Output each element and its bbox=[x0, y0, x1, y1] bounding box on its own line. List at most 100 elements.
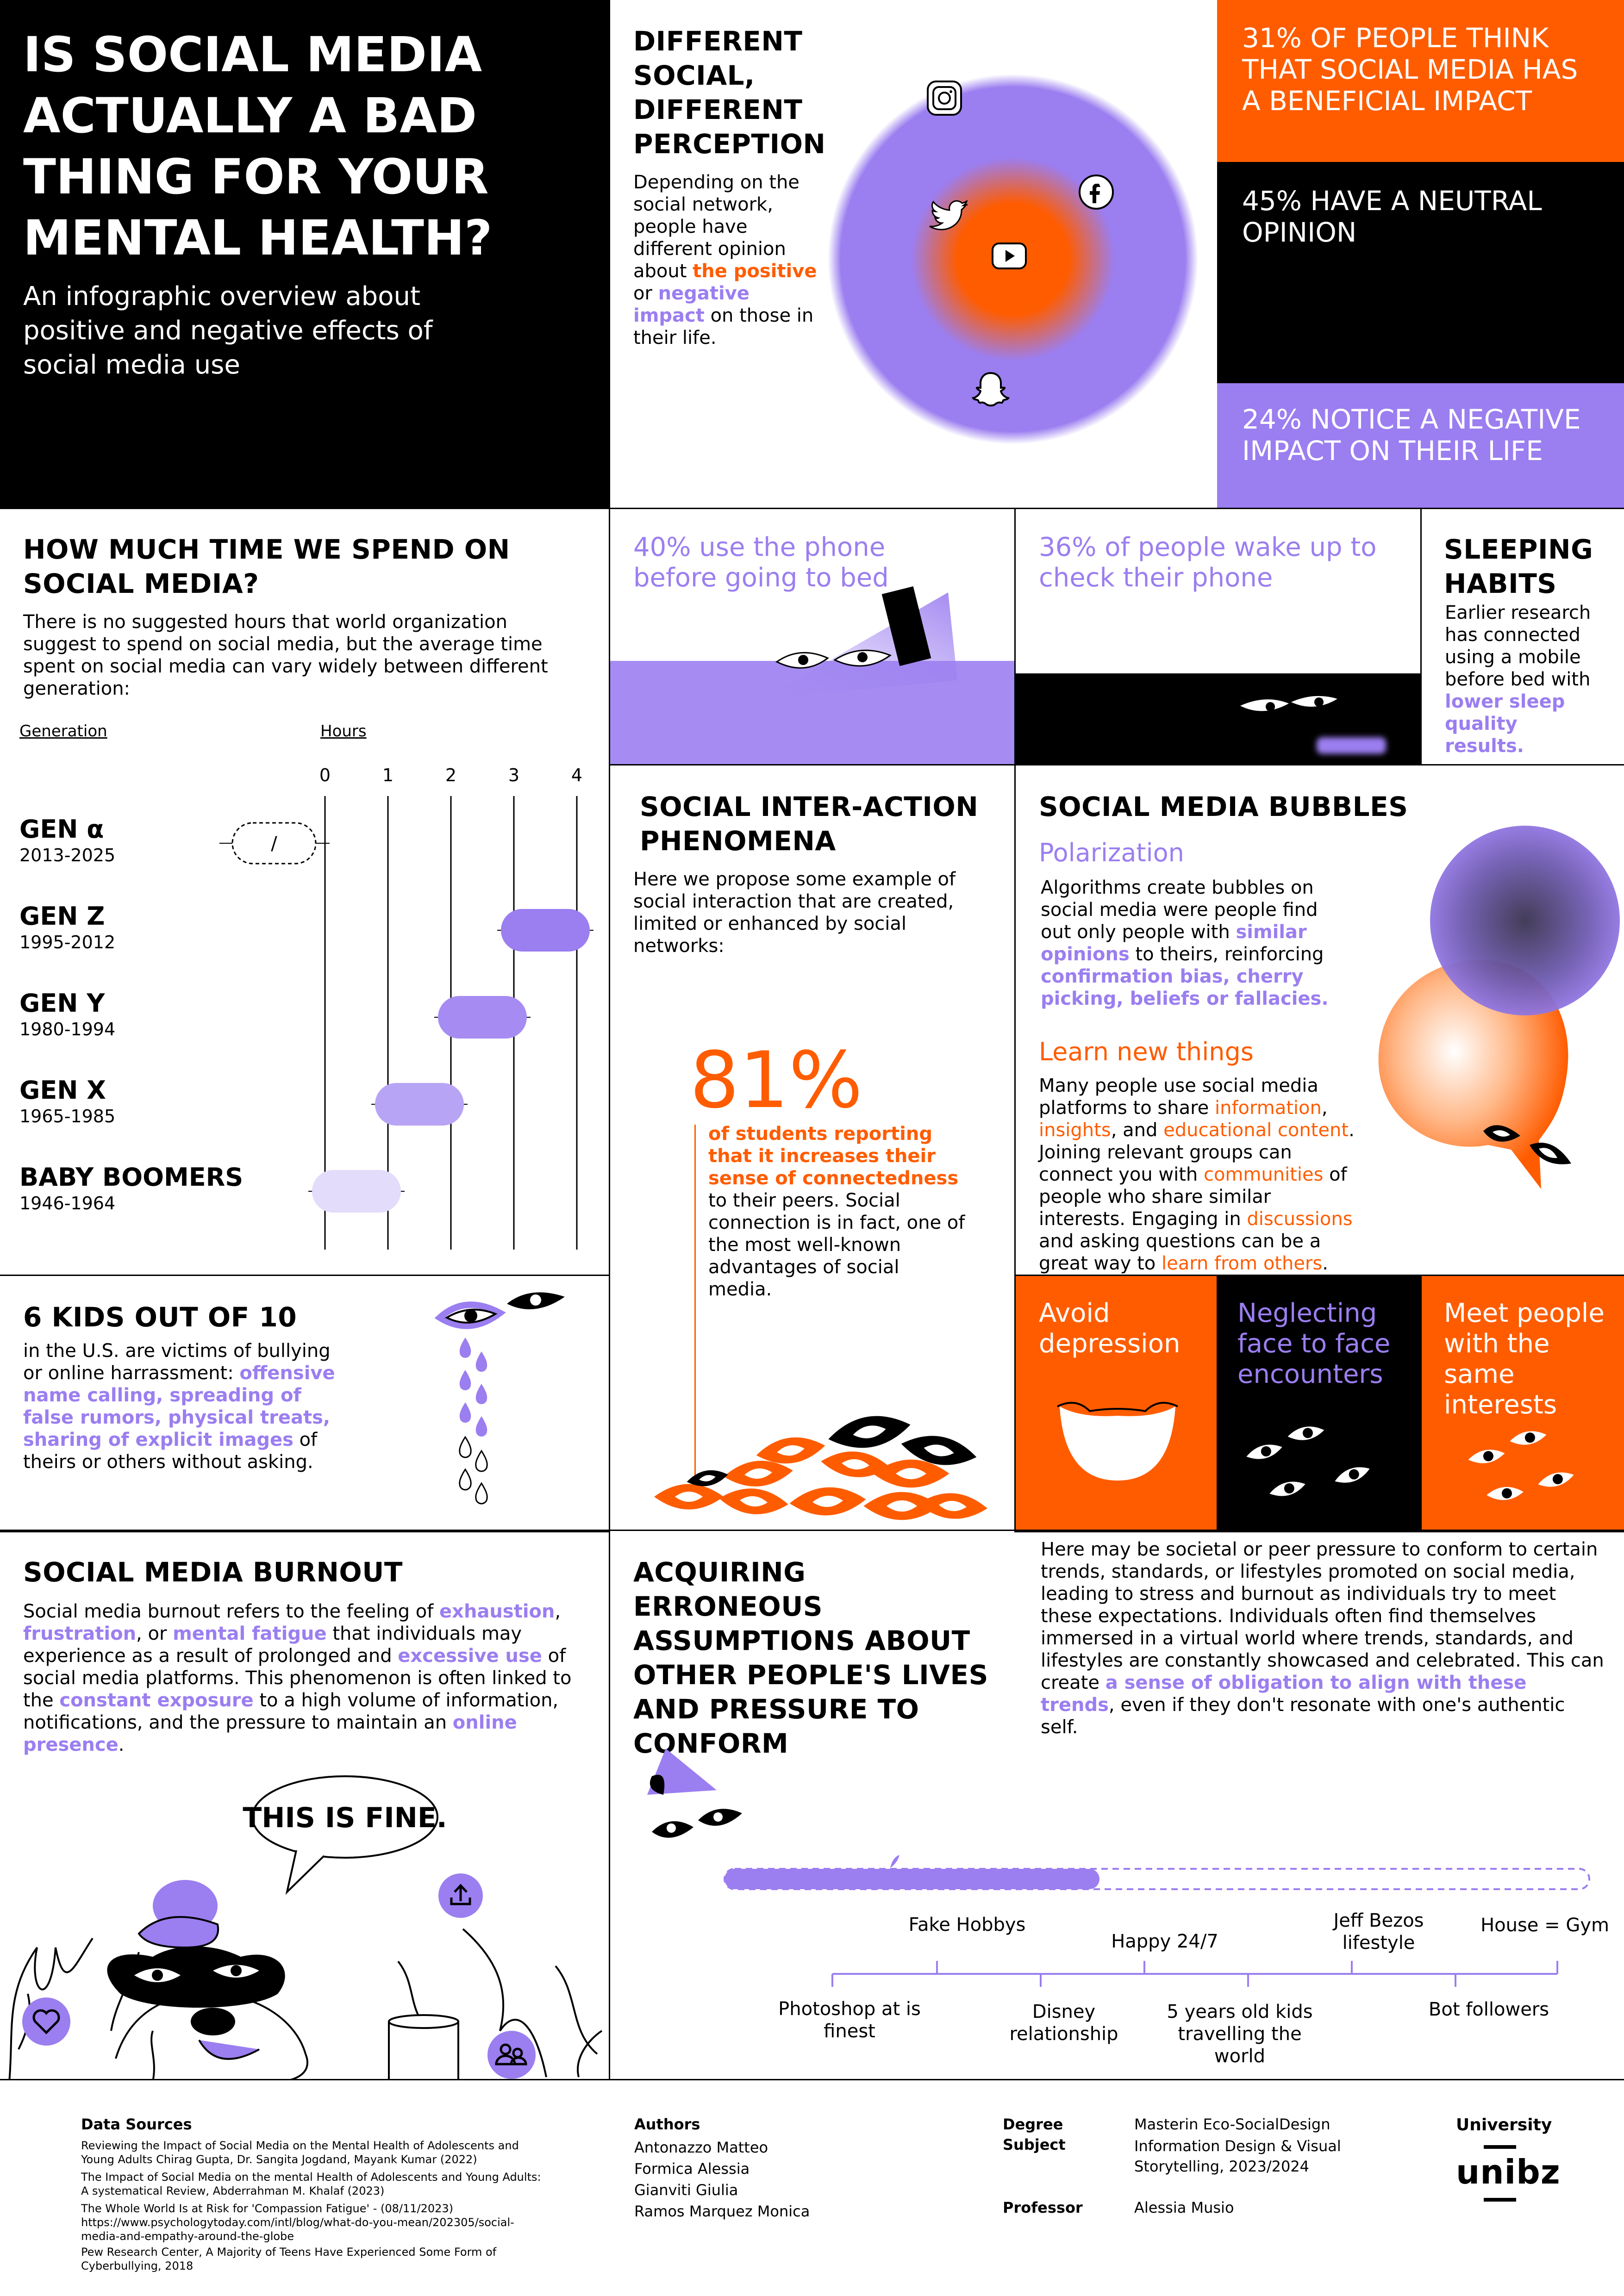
tear-drop bbox=[475, 1450, 488, 1472]
stat-beneficial-text: 31% OF PEOPLE THINK THAT SOCIAL MEDIA HA… bbox=[1242, 22, 1578, 117]
time-text: There is no suggested hours that world o… bbox=[23, 611, 548, 699]
eyes-in-bed-icon bbox=[775, 649, 892, 669]
timeline-label: Bot followers bbox=[1428, 1999, 1549, 2020]
tick-label: 0 bbox=[319, 765, 331, 785]
author-name: Antonazzo Matteo bbox=[634, 2139, 768, 2156]
generation-name: GEN α bbox=[19, 815, 104, 844]
people-icon bbox=[495, 2043, 527, 2066]
hours-bar bbox=[375, 1083, 464, 1126]
degree-value: Masterin Eco-SocialDesign bbox=[1134, 2116, 1330, 2133]
phone-wake-panel: 36% of people wake up to check their pho… bbox=[1014, 508, 1422, 765]
this-is-fine-illustration: THIS IS FINE. bbox=[8, 1775, 603, 2079]
hours-bar bbox=[312, 1170, 401, 1213]
eye-shape bbox=[863, 1492, 940, 1520]
tick-label: 2 bbox=[445, 765, 456, 785]
polarization-heading: Polarization bbox=[1039, 838, 1184, 867]
tear-drop bbox=[459, 1370, 471, 1390]
sleep-text: Earlier research has connected using a m… bbox=[1445, 602, 1591, 757]
bubbles-title: SOCIAL MEDIA BUBBLES bbox=[1039, 791, 1408, 822]
source-item: The Whole World Is at Risk for 'Compassi… bbox=[81, 2202, 514, 2243]
learn-text: Many people use social media platforms t… bbox=[1039, 1075, 1355, 1274]
progress-fill bbox=[725, 1869, 1099, 1889]
eye-shape bbox=[724, 1461, 793, 1487]
authors-list: Antonazzo Matteo Formica Alessia Gianvit… bbox=[634, 2137, 810, 2222]
burnout-title: SOCIAL MEDIA BURNOUT bbox=[23, 1556, 403, 1588]
phone-icon bbox=[881, 586, 931, 666]
subject-value: Information Design & Visual Storytelling… bbox=[1134, 2137, 1341, 2175]
tear-drop bbox=[475, 1416, 487, 1437]
assumptions-panel: ACQUIRING ERRONEOUS ASSUMPTIONS ABOUT OT… bbox=[609, 1530, 1624, 2080]
eye-shape bbox=[1335, 1467, 1370, 1483]
percent-line bbox=[694, 1125, 696, 1476]
eye-pile-illustration bbox=[654, 1416, 987, 1520]
leaf-icon bbox=[890, 1855, 899, 1868]
source-item: Reviewing the Impact of Social Media on … bbox=[81, 2139, 519, 2166]
stat-negative: 24% NOTICE A NEGATIVE IMPACT ON THEIR LI… bbox=[1217, 383, 1624, 509]
eye-shape bbox=[756, 1437, 825, 1464]
generation-name: GEN Z bbox=[19, 902, 105, 931]
eye-shape bbox=[828, 1416, 911, 1448]
stat-beneficial: 31% OF PEOPLE THINK THAT SOCIAL MEDIA HA… bbox=[1217, 0, 1624, 162]
snapchat-icon bbox=[971, 372, 1010, 407]
eye-shape bbox=[1246, 1444, 1282, 1459]
eye-shape bbox=[918, 1493, 987, 1519]
degree-label: Degree bbox=[1003, 2116, 1063, 2133]
no-data-label: / bbox=[271, 833, 277, 854]
subject-label: Subject bbox=[1003, 2136, 1066, 2153]
generation-years: 1995-2012 bbox=[19, 932, 116, 952]
sources-list: Reviewing the Impact of Social Media on … bbox=[81, 2139, 544, 2273]
unibz-logo: unibz bbox=[1456, 2145, 1560, 2202]
phone-wake-text: 36% of people wake up to check their pho… bbox=[1039, 532, 1377, 593]
eye-shape bbox=[1468, 1450, 1505, 1463]
youtube-icon bbox=[992, 243, 1027, 269]
tear-drop bbox=[459, 1436, 472, 1458]
eye-shape bbox=[1510, 1431, 1547, 1445]
interaction-text: Here we propose some example of social i… bbox=[633, 869, 956, 957]
effect-depression-text: Avoid depression bbox=[1039, 1298, 1181, 1359]
generation-name: GEN Y bbox=[19, 989, 105, 1018]
instagram-icon bbox=[927, 81, 962, 116]
bubbles-illustration bbox=[1378, 826, 1620, 1189]
perception-title: DIFFERENT SOCIAL, DIFFERENT PERCEPTION bbox=[633, 25, 826, 160]
kids-text: in the U.S. are victims of bullying or o… bbox=[23, 1340, 335, 1473]
author-name: Gianviti Giulia bbox=[634, 2181, 738, 2199]
title-panel: IS SOCIAL MEDIA ACTUALLY A BAD THING FOR… bbox=[0, 0, 610, 509]
generation-years: 2013-2025 bbox=[19, 845, 116, 865]
eye-shape bbox=[1287, 1426, 1324, 1440]
facebook-icon bbox=[1079, 174, 1114, 210]
tick-label: 4 bbox=[571, 765, 582, 785]
sources-title: Data Sources bbox=[81, 2116, 192, 2133]
stat-neutral: 45% HAVE A NEUTRAL OPINION bbox=[1217, 162, 1624, 383]
lamp-eyes-icon bbox=[647, 1748, 742, 1838]
effect-meet-text: Meet people with the same interests bbox=[1444, 1298, 1605, 1420]
page-title: IS SOCIAL MEDIA ACTUALLY A BAD THING FOR… bbox=[23, 26, 493, 266]
col-generation: Generation bbox=[19, 722, 107, 740]
generation-name: GEN X bbox=[19, 1076, 106, 1105]
scattered-eyes-icon bbox=[1246, 1426, 1370, 1496]
learn-heading: Learn new things bbox=[1039, 1037, 1254, 1066]
assumptions-text: Here may be societal or peer pressure to… bbox=[1041, 1539, 1604, 1738]
authors-title: Authors bbox=[634, 2116, 700, 2133]
timeline-label: Disney relationship bbox=[1009, 2001, 1118, 2045]
author-name: Ramos Marquez Monica bbox=[634, 2203, 810, 2220]
professor-value: Alessia Musio bbox=[1134, 2199, 1234, 2216]
assumptions-title: ACQUIRING ERRONEOUS ASSUMPTIONS ABOUT OT… bbox=[633, 1556, 988, 1759]
phone-bed-text: 40% use the phone before going to bed bbox=[633, 532, 889, 593]
polarization-text: Algorithms create bubbles on social medi… bbox=[1041, 877, 1329, 1009]
eye-shape bbox=[1269, 1481, 1305, 1496]
eye-shape bbox=[873, 1459, 949, 1488]
smile-icon bbox=[1057, 1402, 1178, 1481]
perception-text: Depending on the social network, people … bbox=[633, 172, 817, 348]
generation-years: 1965-1985 bbox=[19, 1106, 116, 1126]
generation-years: 1946-1964 bbox=[19, 1193, 116, 1213]
perception-panel: DIFFERENT SOCIAL, DIFFERENT PERCEPTION D… bbox=[609, 0, 1218, 509]
source-item: Pew Research Center, A Majority of Teens… bbox=[81, 2246, 497, 2272]
eye-shape bbox=[821, 1451, 890, 1477]
generation-years: 1980-1994 bbox=[19, 1019, 116, 1039]
group-eyes-icon bbox=[1468, 1431, 1574, 1500]
bubbles-panel: SOCIAL MEDIA BUBBLES Polarization Algori… bbox=[1014, 764, 1624, 1276]
interaction-panel: SOCIAL INTER-ACTION PHENOMENA Here we pr… bbox=[609, 764, 1016, 1531]
eye-shape bbox=[1538, 1472, 1574, 1487]
university-label: University bbox=[1456, 2116, 1552, 2134]
tear-drop bbox=[475, 1351, 487, 1372]
